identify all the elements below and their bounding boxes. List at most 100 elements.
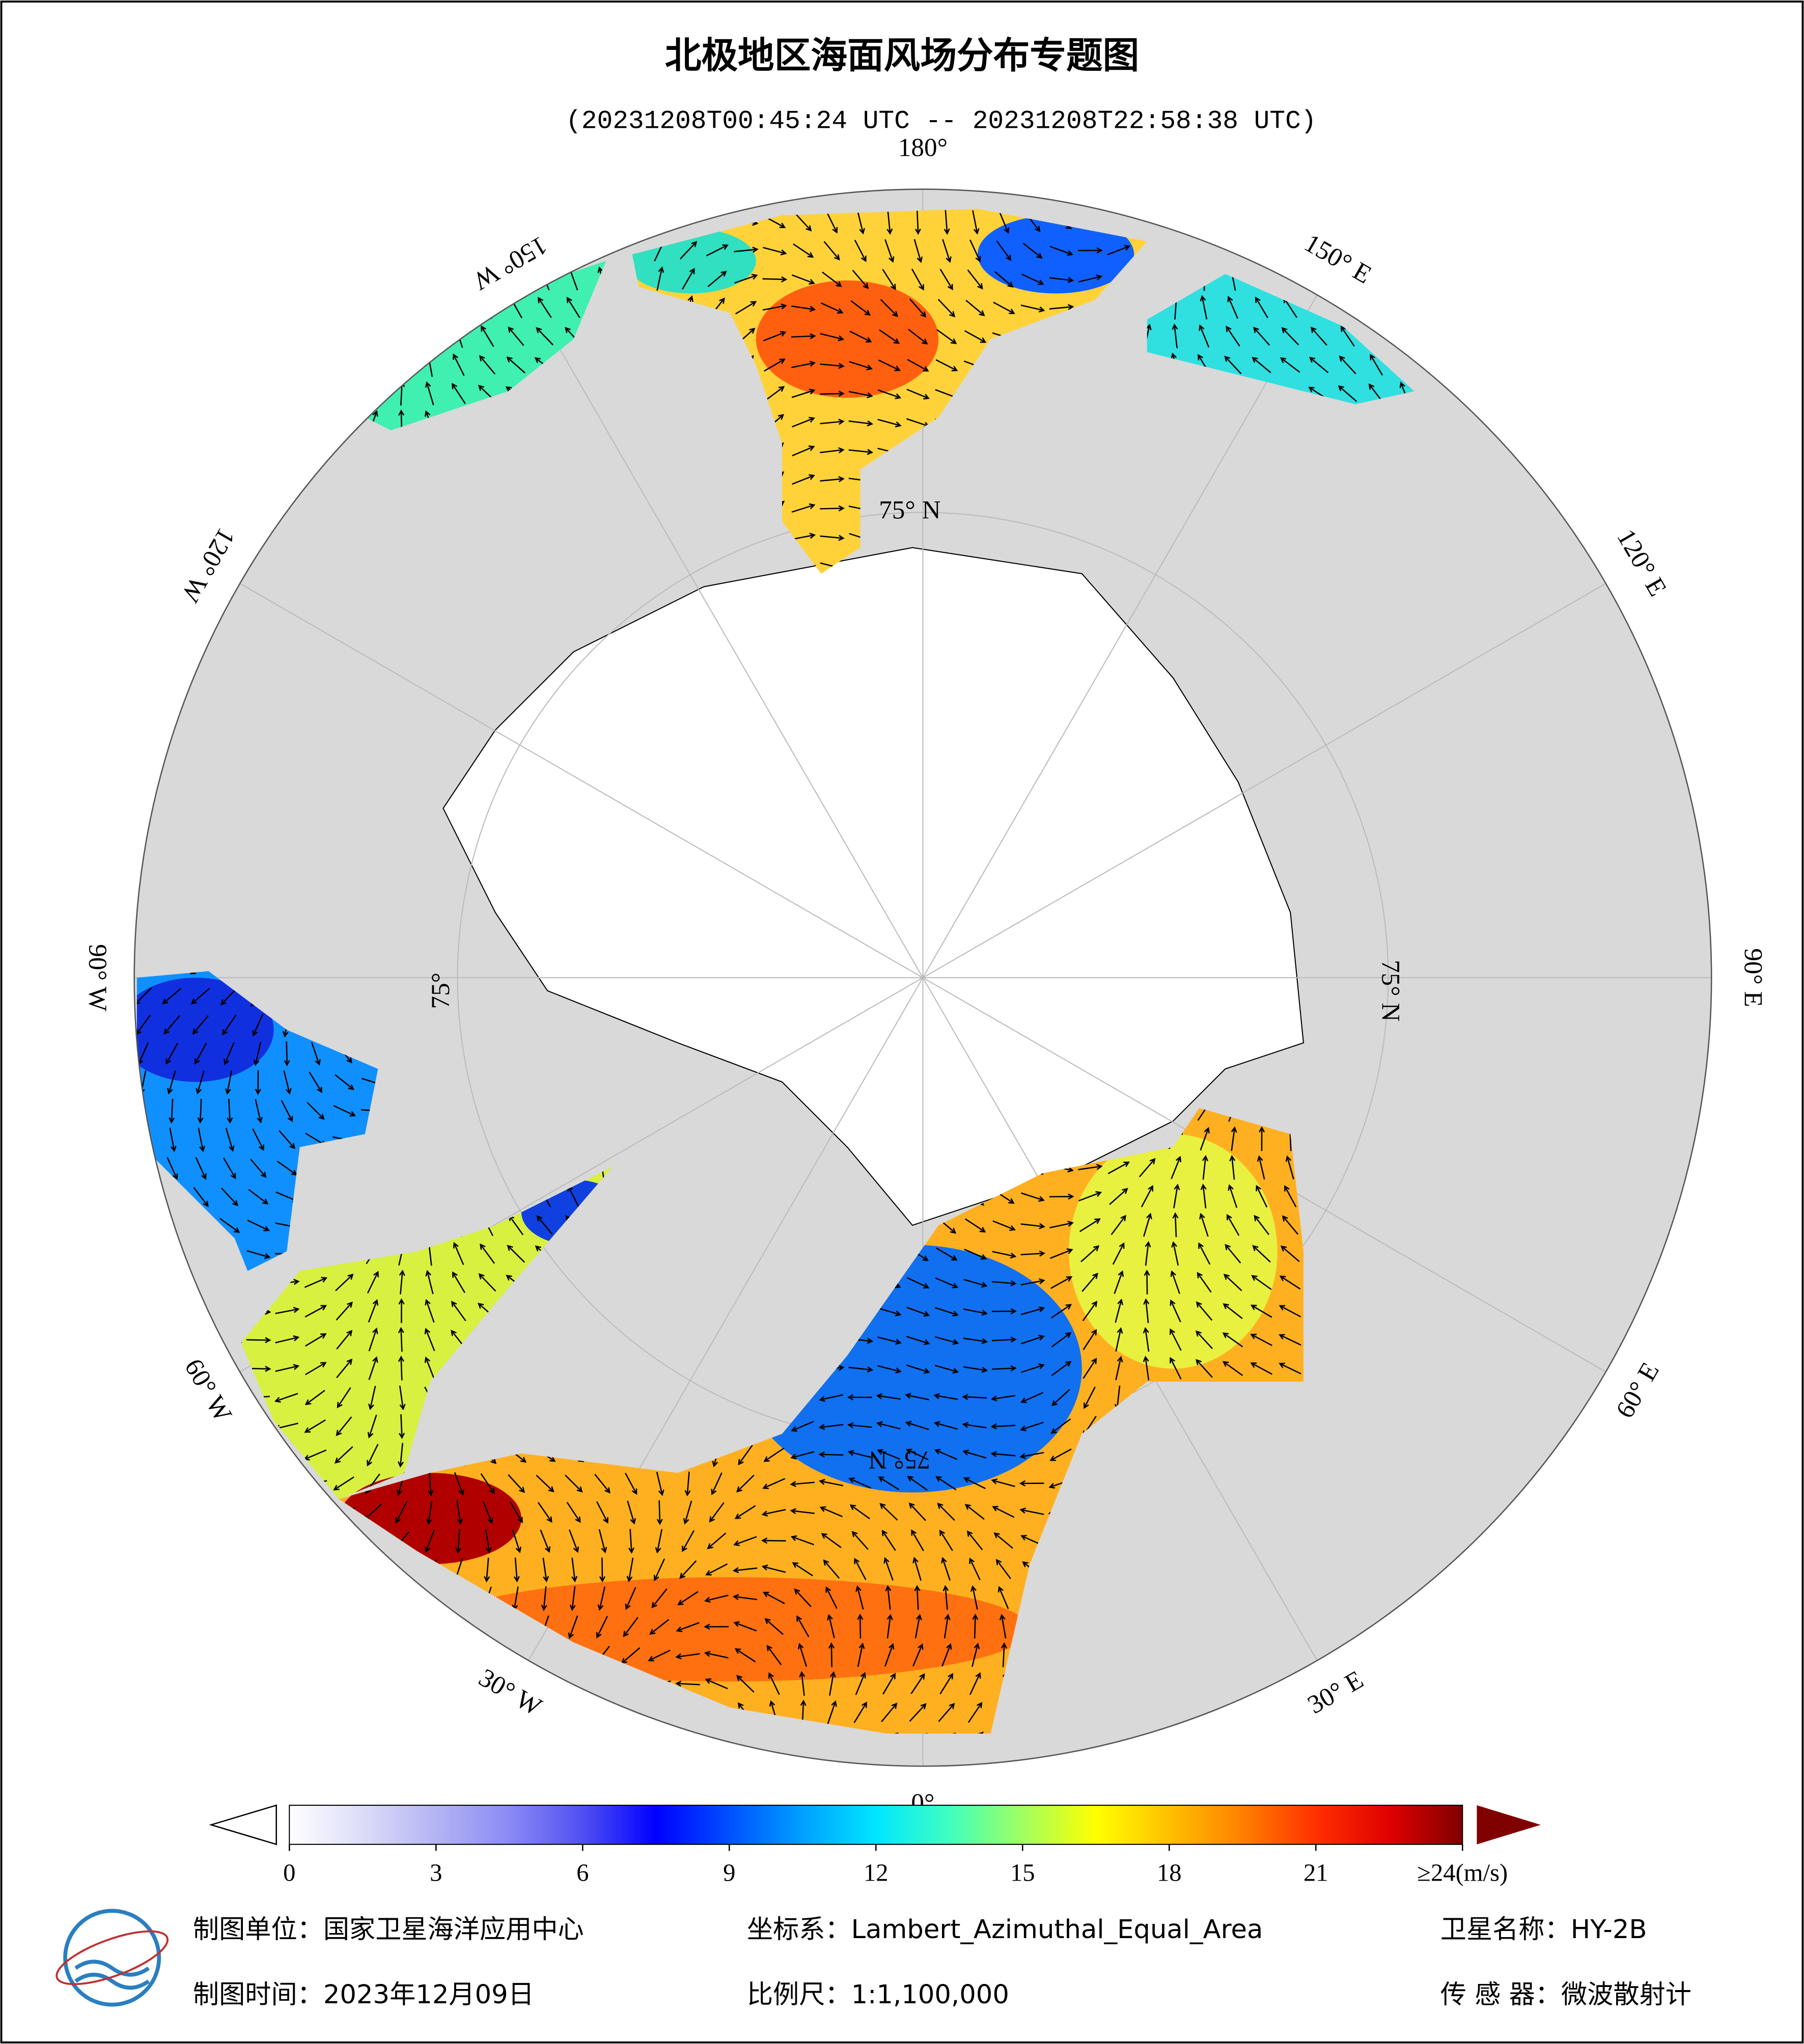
wind-arrow bbox=[992, 1280, 1017, 1286]
wind-arrow bbox=[886, 1613, 893, 1639]
wind-arrow bbox=[992, 1251, 1017, 1259]
meridian bbox=[922, 294, 1318, 978]
wind-arrow bbox=[651, 1588, 668, 1609]
wind-arrow bbox=[506, 356, 525, 374]
wind-area bbox=[136, 977, 274, 1082]
wind-arrow bbox=[1170, 1299, 1181, 1323]
wind-arrow bbox=[1170, 1270, 1180, 1294]
wind-arrow bbox=[333, 1105, 356, 1117]
wind-arrow bbox=[485, 1529, 492, 1554]
wind-arrow bbox=[799, 1671, 806, 1696]
wind-arrow bbox=[764, 1618, 784, 1635]
wind-arrow bbox=[425, 1299, 435, 1323]
wind-arrow bbox=[855, 1585, 864, 1610]
wind-arrow bbox=[1370, 354, 1383, 376]
wind-arrow bbox=[990, 1451, 1016, 1458]
wind-arrow bbox=[399, 1269, 405, 1295]
wind-arrow bbox=[1196, 1301, 1213, 1321]
wind-arrow bbox=[1051, 1389, 1070, 1407]
wind-area bbox=[1069, 1134, 1278, 1369]
wind-arrow bbox=[304, 1305, 327, 1318]
wind-arrow bbox=[1224, 355, 1242, 375]
wind-arrow bbox=[1021, 1363, 1045, 1373]
wind-arrow bbox=[738, 1444, 753, 1466]
wind-arrow bbox=[1284, 1185, 1297, 1208]
wind-arrow bbox=[1143, 1298, 1150, 1323]
wind-arrow bbox=[599, 1557, 605, 1583]
wind-arrow bbox=[484, 1557, 490, 1583]
wind-arrow bbox=[881, 1702, 898, 1722]
meridian bbox=[239, 583, 923, 978]
wind-arrow bbox=[1049, 245, 1073, 256]
wind-arrow bbox=[939, 1529, 953, 1551]
wind-arrow bbox=[941, 1557, 951, 1581]
wind-arrow bbox=[1279, 1275, 1301, 1290]
wind-arrow bbox=[508, 1474, 525, 1493]
wind-arrow bbox=[367, 1271, 379, 1294]
wind-arrow bbox=[1049, 1193, 1074, 1200]
wind-arrow bbox=[1107, 1161, 1130, 1174]
wind-arrow bbox=[1083, 1358, 1097, 1379]
wind-arrow bbox=[821, 1533, 842, 1548]
wind-arrow bbox=[220, 1187, 239, 1207]
wind-arrow bbox=[1115, 1356, 1123, 1381]
wind-arrow bbox=[709, 1502, 725, 1523]
wind-arrow bbox=[820, 476, 845, 483]
wind-arrow bbox=[596, 1501, 608, 1524]
wind-arrow bbox=[942, 239, 952, 263]
colorbar-tick-label: 21 bbox=[1303, 1859, 1328, 1887]
wind-arrow bbox=[541, 1586, 547, 1611]
wind-arrow bbox=[820, 333, 845, 342]
wind-arrow bbox=[880, 1732, 899, 1734]
wind-arrow bbox=[679, 241, 698, 260]
wind-arrow bbox=[628, 1529, 634, 1554]
wind-arrow bbox=[197, 1099, 204, 1124]
wind-arrow bbox=[304, 1419, 326, 1433]
wind-arrow bbox=[705, 1678, 728, 1690]
wind-arrow bbox=[166, 1157, 178, 1180]
wind-arrow bbox=[1340, 325, 1355, 347]
wind-arrow bbox=[192, 1015, 209, 1035]
wind-arrow bbox=[1021, 1192, 1045, 1202]
wind-arrow bbox=[1252, 1245, 1271, 1263]
wind-arrow bbox=[992, 1308, 1017, 1314]
wind-arrow bbox=[914, 1585, 921, 1610]
wind-arrow bbox=[309, 1071, 322, 1094]
wind-arrow bbox=[225, 1070, 233, 1095]
wind-arrow bbox=[1049, 304, 1074, 311]
colorbar-tick-label: 18 bbox=[1157, 1859, 1182, 1887]
wind-arrow bbox=[829, 1671, 836, 1696]
wind-arrow bbox=[683, 1500, 692, 1525]
wind-arrow bbox=[792, 416, 815, 428]
wind-arrow bbox=[733, 1536, 757, 1547]
longitude-label: 90° W bbox=[83, 944, 112, 1012]
wind-arrow bbox=[854, 1557, 867, 1580]
wind-arrow bbox=[934, 1449, 958, 1460]
wind-arrow bbox=[879, 329, 900, 344]
wind-arrow bbox=[935, 1277, 959, 1289]
wind-arrow bbox=[732, 1594, 758, 1601]
wind-arrow bbox=[598, 1529, 607, 1554]
wind-arrow bbox=[1049, 1448, 1072, 1461]
wind-arrow bbox=[305, 1362, 327, 1376]
wind-arrow bbox=[906, 1336, 930, 1346]
wind-arrow bbox=[791, 274, 816, 285]
wind-arrow bbox=[962, 1449, 987, 1459]
wind-arrow bbox=[935, 1364, 959, 1374]
wind-arrow bbox=[1143, 1213, 1152, 1237]
wind-arrow bbox=[995, 1559, 1012, 1579]
wind-arrow bbox=[732, 1567, 758, 1574]
wind-arrow bbox=[849, 330, 872, 343]
logo-orbit bbox=[55, 1930, 169, 1985]
wind-arrow bbox=[1229, 1155, 1236, 1180]
latitude-label: 75° bbox=[426, 972, 455, 1009]
logo-ring bbox=[63, 1909, 161, 2007]
wind-arrow bbox=[275, 1307, 300, 1314]
wind-arrow bbox=[565, 1474, 583, 1493]
wind-arrow bbox=[193, 1187, 209, 1207]
wind-arrow bbox=[623, 1617, 639, 1637]
wind-arrow bbox=[224, 1042, 235, 1066]
wind-arrow bbox=[166, 1070, 176, 1095]
wind-arrow bbox=[509, 1501, 523, 1524]
wind-area bbox=[977, 215, 1134, 294]
